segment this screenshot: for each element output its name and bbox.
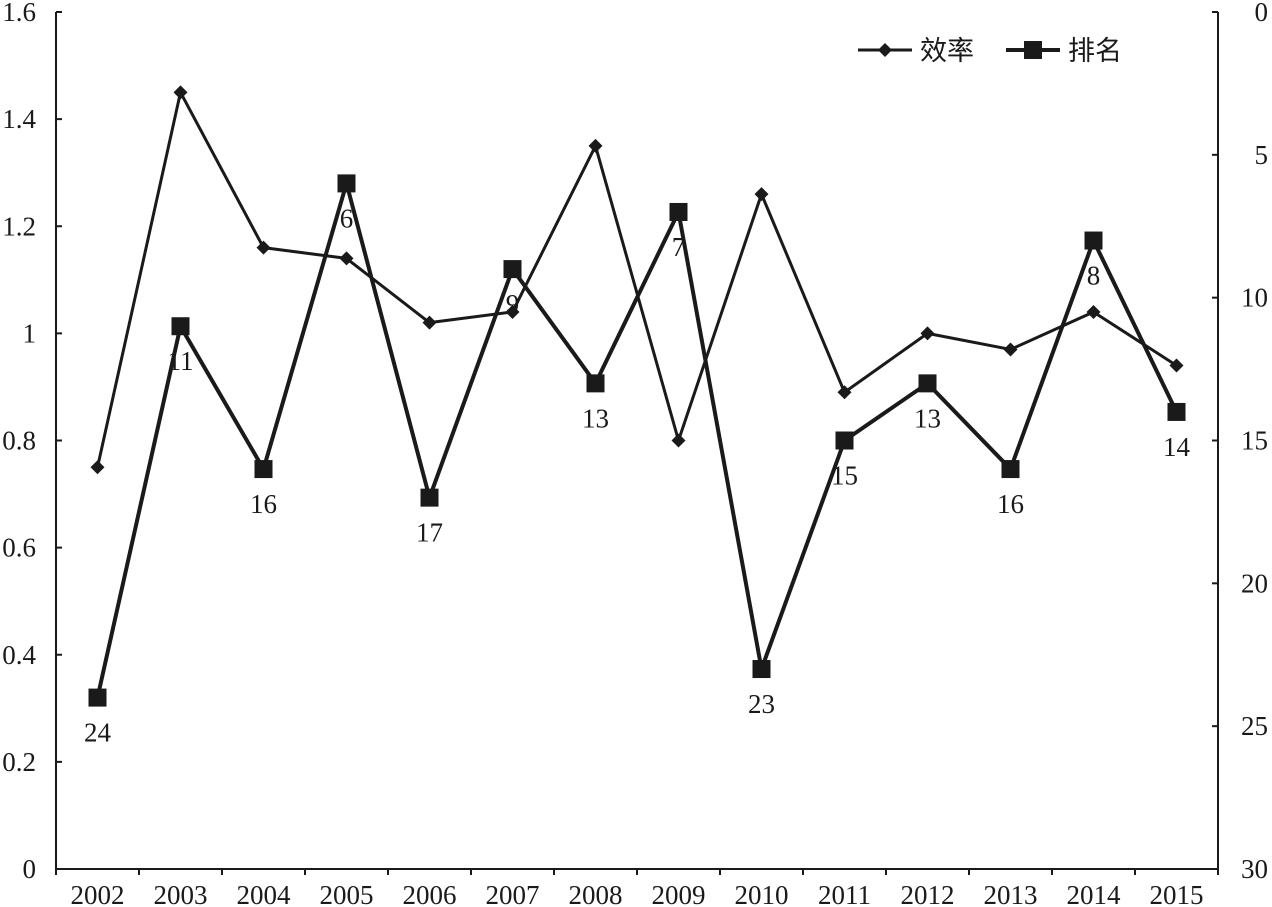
legend-diamond-marker bbox=[878, 43, 892, 57]
efficiency-point bbox=[920, 326, 935, 341]
x-tick-label: 2013 bbox=[984, 880, 1038, 907]
plot-area bbox=[55, 12, 1219, 870]
rank-point bbox=[918, 374, 937, 393]
legend-label: 效率 bbox=[920, 36, 974, 67]
right-tick-label: 20 bbox=[1241, 568, 1268, 598]
x-tick-label: 2015 bbox=[1150, 880, 1204, 907]
x-tick-label: 2002 bbox=[71, 880, 125, 907]
rank-data-label: 11 bbox=[168, 346, 194, 376]
rank-point bbox=[669, 202, 688, 221]
rank-point bbox=[1001, 460, 1020, 479]
left-tick-label: 0.6 bbox=[2, 533, 36, 563]
efficiency-point bbox=[754, 187, 769, 202]
rank-data-label: 24 bbox=[84, 718, 112, 748]
series-line-1 bbox=[96, 90, 1178, 468]
legend-label: 排名 bbox=[1068, 36, 1122, 67]
efficiency-point bbox=[505, 304, 520, 319]
rank-data-label: 15 bbox=[831, 461, 858, 491]
rank-data-label: 9 bbox=[506, 289, 520, 319]
x-tick-label: 2007 bbox=[486, 880, 540, 907]
right-tick-label: 15 bbox=[1241, 426, 1268, 456]
rank-data-label: 17 bbox=[416, 518, 443, 548]
efficiency-point bbox=[173, 85, 188, 100]
efficiency-point bbox=[422, 315, 437, 330]
series-layer bbox=[88, 85, 1186, 707]
rank-point bbox=[1167, 402, 1186, 421]
x-tick-label: 2003 bbox=[154, 880, 208, 907]
right-tick-label: 5 bbox=[1255, 140, 1269, 170]
rank-data-label: 8 bbox=[1087, 261, 1101, 291]
rank-point bbox=[752, 660, 771, 679]
rank-point bbox=[1084, 231, 1103, 250]
series-line-2 bbox=[95, 181, 1179, 699]
right-tick-label: 30 bbox=[1241, 854, 1268, 884]
left-tick-label: 1.6 bbox=[2, 0, 36, 27]
rank-point bbox=[586, 374, 605, 393]
left-tick-label: 1 bbox=[23, 318, 37, 348]
legend: 效率 排名 bbox=[858, 36, 1122, 67]
efficiency-point bbox=[90, 460, 105, 475]
rank-data-label: 14 bbox=[1163, 432, 1191, 462]
rank-data-label: 16 bbox=[250, 489, 277, 519]
efficiency-point bbox=[1086, 304, 1101, 319]
efficiency-point bbox=[837, 385, 852, 400]
efficiency-point bbox=[588, 138, 603, 153]
x-tick-label: 2010 bbox=[735, 880, 789, 907]
x-tick-label: 2005 bbox=[320, 880, 374, 907]
efficiency-point bbox=[256, 240, 271, 255]
left-tick-label: 1.4 bbox=[2, 104, 36, 134]
left-tick-label: 0.4 bbox=[2, 640, 36, 670]
efficiency-point bbox=[1169, 358, 1184, 373]
left-tick-label: 0 bbox=[23, 854, 37, 884]
rank-point bbox=[420, 488, 439, 507]
right-tick-label: 0 bbox=[1255, 0, 1269, 27]
left-axis-ticks: 0 0.2 0.4 0.6 0.8 1 1.2 1.4 1.6 bbox=[2, 0, 62, 884]
data-labels-layer: 24 11 16 6 17 9 13 7 23 15 13 16 8 14 bbox=[84, 203, 1191, 747]
rank-data-label: 6 bbox=[340, 203, 354, 233]
efficiency-point bbox=[671, 433, 686, 448]
right-tick-label: 25 bbox=[1241, 711, 1268, 741]
rank-point bbox=[88, 688, 107, 707]
rank-point bbox=[171, 317, 190, 336]
efficiency-point bbox=[1003, 342, 1018, 357]
x-tick-label: 2009 bbox=[652, 880, 706, 907]
left-tick-label: 0.2 bbox=[2, 747, 36, 777]
rank-data-label: 16 bbox=[997, 489, 1024, 519]
x-tick-label: 2011 bbox=[818, 880, 871, 907]
x-axis-ticks: 2002 2003 2004 2005 2006 2007 2008 2009 2010 2011… bbox=[55, 869, 1219, 907]
rank-point bbox=[503, 260, 522, 279]
left-tick-label: 1.2 bbox=[2, 211, 36, 241]
legend-square-marker bbox=[1024, 41, 1042, 59]
right-tick-label: 10 bbox=[1241, 283, 1268, 313]
rank-data-label: 23 bbox=[748, 689, 775, 719]
right-axis-ticks: 0 5 10 15 20 25 30 bbox=[1212, 0, 1268, 884]
rank-data-label: 13 bbox=[914, 403, 941, 433]
x-tick-label: 2008 bbox=[569, 880, 623, 907]
x-tick-label: 2004 bbox=[237, 880, 292, 907]
efficiency-point bbox=[339, 251, 354, 266]
x-tick-label: 2014 bbox=[1067, 880, 1122, 907]
rank-point bbox=[337, 174, 356, 193]
rank-data-label: 13 bbox=[582, 403, 609, 433]
rank-data-label: 7 bbox=[672, 232, 686, 262]
x-tick-label: 2012 bbox=[901, 880, 955, 907]
x-tick-label: 2006 bbox=[403, 880, 457, 907]
left-tick-label: 0.8 bbox=[2, 426, 36, 456]
rank-point bbox=[835, 431, 854, 450]
rank-point bbox=[254, 460, 273, 479]
